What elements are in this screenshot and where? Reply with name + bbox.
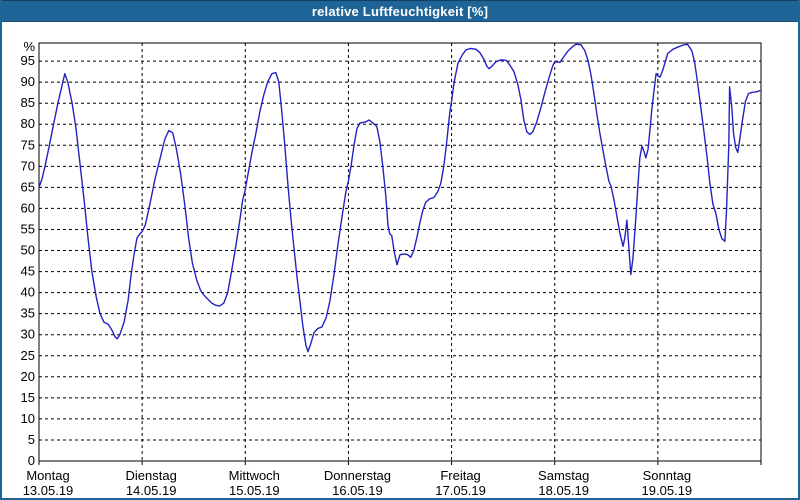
x-day-date-label: 19.05.19 <box>642 483 693 498</box>
y-tick-label: 90 <box>21 74 35 89</box>
x-day-date-label: 14.05.19 <box>126 483 177 498</box>
y-tick-label: 70 <box>21 158 35 173</box>
chart-area: 0 5 10 15 20 25 30 35 40 45 50 55 60 65 70 75 80 85 90 95% M… <box>2 22 798 498</box>
y-tick-label: 35 <box>21 306 35 321</box>
x-day-date-label: 16.05.19 <box>332 483 383 498</box>
x-day-date-label: 18.05.19 <box>538 483 589 498</box>
window-title: relative Luftfeuchtigkeit [%] <box>311 3 489 19</box>
y-tick-label: 65 <box>21 179 35 194</box>
y-tick-label: 15 <box>21 390 35 405</box>
y-tick-label: 75 <box>21 137 35 152</box>
window-title-bar: relative Luftfeuchtigkeit [%] <box>2 0 798 22</box>
x-day-date-label: 13.05.19 <box>23 483 74 498</box>
x-day-name-label: Montag <box>26 468 69 483</box>
y-tick-label: 45 <box>21 264 35 279</box>
x-day-date-label: 17.05.19 <box>435 483 486 498</box>
y-axis-unit-label: % <box>23 39 35 54</box>
y-tick-label: 50 <box>21 243 35 258</box>
y-tick-label: 60 <box>21 200 35 215</box>
humidity-chart: 0 5 10 15 20 25 30 35 40 45 50 55 60 65 70 75 80 85 90 95% M… <box>21 39 762 498</box>
x-day-date-label: 15.05.19 <box>229 483 280 498</box>
y-tick-label: 5 <box>28 432 35 447</box>
y-tick-label: 85 <box>21 95 35 110</box>
y-tick-label: 30 <box>21 327 35 342</box>
x-day-name-label: Dienstag <box>125 468 176 483</box>
y-tick-label: 10 <box>21 411 35 426</box>
x-day-name-label: Donnerstag <box>324 468 391 483</box>
x-day-name-label: Mittwoch <box>229 468 280 483</box>
y-tick-label: 80 <box>21 116 35 131</box>
x-day-name-label: Samstag <box>538 468 589 483</box>
y-tick-label: 40 <box>21 285 35 300</box>
y-tick-label: 0 <box>28 453 35 468</box>
x-day-name-label: Sonntag <box>643 468 691 483</box>
y-tick-label: 20 <box>21 369 35 384</box>
y-tick-label: 25 <box>21 348 35 363</box>
x-day-name-label: Freitag <box>440 468 480 483</box>
y-tick-label: 55 <box>21 221 35 236</box>
plot-frame <box>38 42 762 462</box>
y-tick-label: 95 <box>21 53 35 68</box>
humidity-line <box>38 43 761 353</box>
